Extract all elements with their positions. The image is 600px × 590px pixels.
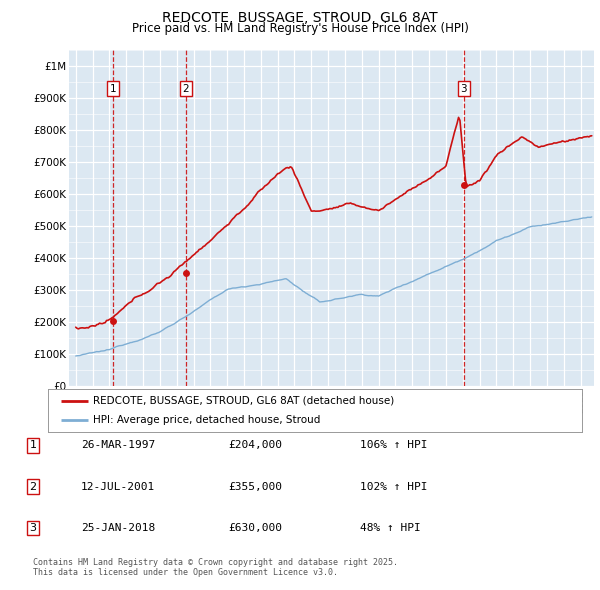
Text: 26-MAR-1997: 26-MAR-1997 <box>81 441 155 450</box>
Text: HPI: Average price, detached house, Stroud: HPI: Average price, detached house, Stro… <box>94 415 321 425</box>
Text: 2: 2 <box>29 482 37 491</box>
Text: 1: 1 <box>29 441 37 450</box>
Text: 3: 3 <box>29 523 37 533</box>
Text: 1: 1 <box>110 84 116 94</box>
Text: 2: 2 <box>182 84 189 94</box>
Text: 25-JAN-2018: 25-JAN-2018 <box>81 523 155 533</box>
Text: £355,000: £355,000 <box>228 482 282 491</box>
Text: £204,000: £204,000 <box>228 441 282 450</box>
Text: 106% ↑ HPI: 106% ↑ HPI <box>360 441 427 450</box>
Text: £630,000: £630,000 <box>228 523 282 533</box>
Text: 102% ↑ HPI: 102% ↑ HPI <box>360 482 427 491</box>
Text: 3: 3 <box>461 84 467 94</box>
Text: REDCOTE, BUSSAGE, STROUD, GL6 8AT: REDCOTE, BUSSAGE, STROUD, GL6 8AT <box>162 11 438 25</box>
Text: Contains HM Land Registry data © Crown copyright and database right 2025.
This d: Contains HM Land Registry data © Crown c… <box>33 558 398 577</box>
Text: REDCOTE, BUSSAGE, STROUD, GL6 8AT (detached house): REDCOTE, BUSSAGE, STROUD, GL6 8AT (detac… <box>94 396 395 406</box>
Text: 48% ↑ HPI: 48% ↑ HPI <box>360 523 421 533</box>
Text: 12-JUL-2001: 12-JUL-2001 <box>81 482 155 491</box>
Text: Price paid vs. HM Land Registry's House Price Index (HPI): Price paid vs. HM Land Registry's House … <box>131 22 469 35</box>
